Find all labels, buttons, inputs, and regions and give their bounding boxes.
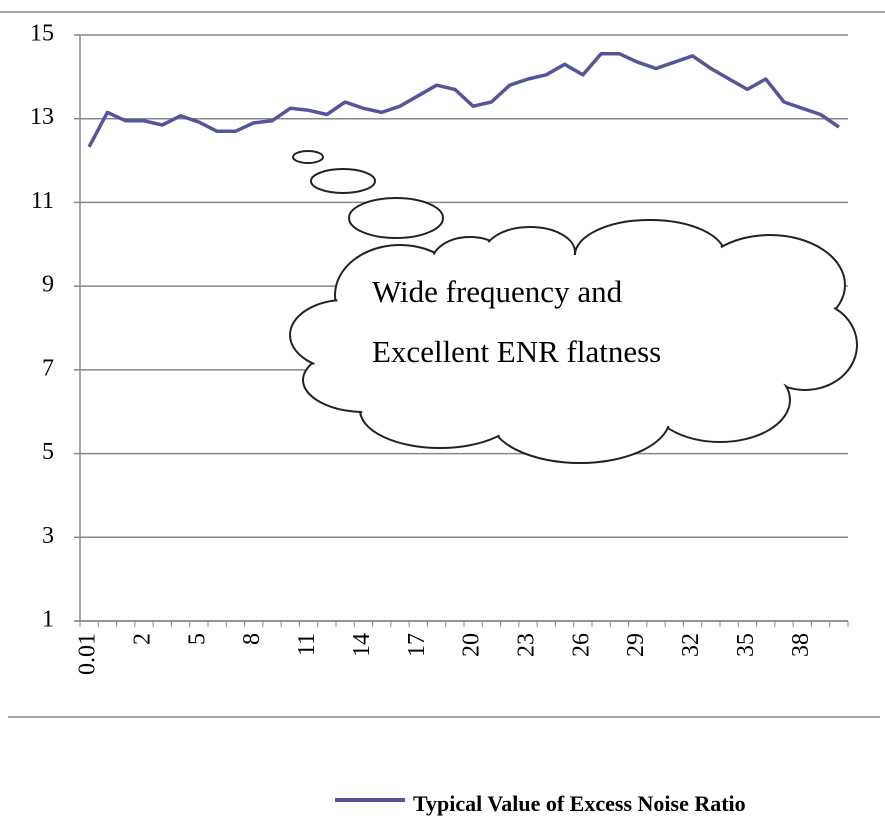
- y-tick-label: 15: [30, 21, 54, 47]
- x-tick-label: 8: [239, 633, 265, 645]
- y-tick-label: 7: [42, 355, 54, 381]
- x-tick-label: 26: [568, 633, 594, 657]
- y-tick-label: 3: [42, 523, 54, 549]
- annotation: Wide frequency and: [372, 274, 623, 309]
- legend-label: Typical Value of Excess Noise Ratio: [413, 791, 746, 816]
- annotation: Excellent ENR flatness: [372, 334, 661, 369]
- x-tick-label: 29: [623, 633, 649, 657]
- x-tick-label: 2: [130, 633, 156, 645]
- y-tick-label: 11: [31, 188, 54, 214]
- callout-cloud: Wide frequency and Excellent ENR flatnes…: [290, 151, 857, 463]
- x-tick-label: 5: [184, 633, 210, 645]
- x-tick-label: 23: [514, 633, 540, 657]
- chart: 135791113150.0125811141720232629323538: [0, 0, 885, 827]
- y-tick-label: 13: [30, 104, 54, 130]
- y-tick-label: 9: [42, 272, 54, 298]
- y-tick-label: 1: [42, 607, 54, 633]
- x-tick-label: 14: [349, 633, 375, 657]
- x-tick-label: 35: [733, 633, 759, 657]
- x-tick-label: 0.01: [75, 633, 101, 675]
- y-tick-label: 5: [42, 439, 54, 465]
- x-tick-label: 20: [459, 633, 485, 657]
- x-tick-label: 11: [294, 633, 320, 656]
- x-tick-label: 38: [788, 633, 814, 657]
- x-tick-label: 32: [678, 633, 704, 657]
- data-line: [89, 54, 839, 147]
- x-tick-label: 17: [404, 633, 430, 657]
